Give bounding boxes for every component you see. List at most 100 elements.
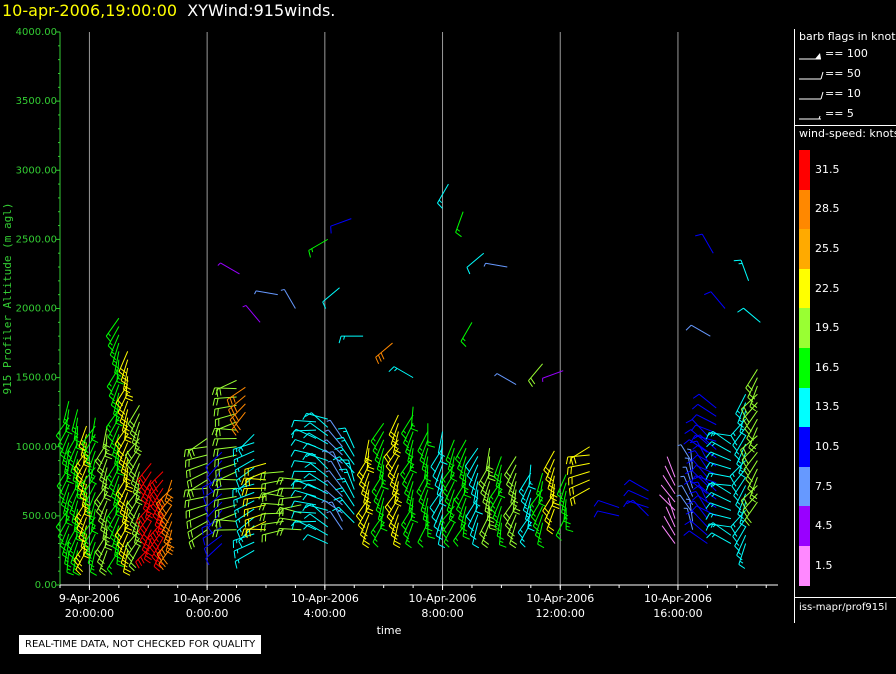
barb-p13-8-staff [215, 462, 237, 471]
barb-p47-2 [734, 526, 747, 552]
barb-p24-5-half-flag [375, 497, 379, 501]
barb-p3-2-half-flag [87, 550, 91, 554]
x-tick-date-3: 10-Apr-2006 [409, 592, 477, 605]
barb-p29-6 [442, 472, 455, 498]
barb-p43-8 [677, 444, 694, 464]
barb-p45-5-flag-0 [691, 465, 697, 472]
barb-p48-13-flag-0 [740, 408, 746, 416]
barb-p30-8-flag-0 [459, 477, 467, 482]
barb-p44-6 [683, 479, 708, 495]
barb-p43-1-half-flag [685, 498, 690, 501]
barb-p44-2 [685, 510, 708, 528]
barb-p10-5 [159, 504, 173, 530]
barb-p24-12 [370, 422, 385, 448]
barb-p2-2-flag-0 [83, 555, 91, 560]
barb-p11-11-flag-0 [188, 450, 192, 459]
barb-p37-0-flag-1 [547, 525, 555, 532]
barb-p26-14 [410, 406, 419, 432]
barb-p29-2-flag-0 [439, 522, 445, 530]
barb-p25-12-flag-0 [390, 443, 398, 449]
barb-p1-17-half-flag [72, 426, 77, 430]
barb-p44-0-staff [689, 530, 708, 544]
barb-p39-0-staff [570, 487, 590, 500]
barb-p6-1-flag-1 [121, 559, 129, 565]
barb-p32-5-flag-0 [482, 501, 490, 507]
barb-p1-1-staff [70, 541, 79, 564]
barb-p0-15-flag-0 [57, 444, 64, 451]
barb-p48-10 [746, 418, 758, 444]
barb-p29-6-flag-0 [442, 491, 449, 498]
barb-p0-12-flag-0 [64, 472, 72, 477]
barb-p48-10-flag-1 [748, 434, 754, 441]
barb-p26-10-staff [407, 439, 414, 462]
barb-p6-18-flag-0 [119, 421, 127, 427]
barb-p22-8 [336, 436, 355, 457]
barb-p19-6 [292, 479, 317, 490]
barb-p5-6-half-flag [107, 515, 111, 519]
barb-p32-5 [482, 481, 491, 507]
chart-title: 10-apr-2006,19:00:00 XYWind:915winds. [2, 1, 335, 20]
colorbar-swatch-1 [799, 189, 810, 230]
barb-p31-4-staff [475, 489, 479, 512]
colorbar-label-3: 22.5 [815, 281, 840, 295]
barb-p6-2-staff [118, 533, 129, 555]
barb-p30-5 [453, 481, 467, 506]
barb-p21-9-half-flag [323, 439, 327, 443]
barb-p10-3 [163, 521, 173, 547]
barb-p8-3-flag-0 [139, 540, 146, 547]
barb-p42-8 [666, 456, 676, 478]
barb-p47-0-flag-0 [738, 564, 746, 569]
barb-p35-3-half-flag [526, 515, 530, 519]
barb-p19-6-flag-0 [292, 481, 295, 490]
barb-p4-12-flag-0 [97, 470, 104, 476]
barb-p48-9-flag-0 [748, 447, 755, 453]
colorbar-swatch-5 [799, 348, 810, 389]
barb-p26-2 [401, 505, 414, 531]
barb-p2-0 [75, 550, 87, 576]
barb-p34-5-staff [510, 481, 517, 503]
barb-p14-1-staff [229, 403, 246, 421]
barb-p33-2 [494, 506, 502, 532]
barb-p24-0-flag-0 [372, 541, 379, 548]
barb-p24-9 [376, 447, 385, 474]
barb-p13-17-staff [214, 387, 237, 390]
barb-p45-1 [691, 495, 717, 508]
barb-p13-11 [212, 437, 237, 447]
barb-p6-13-flag-1 [120, 459, 127, 465]
barb-p19-2 [291, 511, 317, 519]
barb-p13-8 [215, 462, 237, 478]
barb-p12-2-flag-0 [202, 538, 206, 546]
barb-p19-1-staff [294, 520, 317, 523]
barb-p23-8-flag-1 [358, 471, 365, 478]
barb-p26-0-flag-0 [405, 543, 412, 549]
barb-p21-8 [321, 449, 343, 464]
barb-p34-1-flag-1 [508, 531, 515, 537]
barb-p35-1-flag-0 [517, 532, 524, 539]
barb-p25-1-staff [390, 514, 399, 536]
barb-p45-12-flag-0 [691, 403, 699, 410]
barb-p6-20-staff [115, 384, 129, 404]
barb-p44-8-flag-0 [686, 459, 694, 464]
barb-p29-3-flag-0 [449, 518, 456, 524]
barb-p7-0-staff [128, 546, 140, 566]
barb-upper-10-staff [455, 211, 464, 233]
barb-p35-1-half-flag [519, 529, 523, 533]
barb-p15-2 [232, 533, 255, 548]
barb-p5-25-flag-0 [112, 363, 119, 369]
barb-p23-8-flag-0 [356, 474, 363, 481]
barb-p4-10-flag-0 [101, 488, 109, 493]
barb-p4-4-staff [102, 517, 108, 539]
barb-p3-8-staff [84, 483, 96, 504]
barb-p30-0-half-flag [455, 537, 459, 542]
barb-p0-11 [66, 459, 74, 485]
barb-p0-8 [60, 483, 70, 510]
barb-p45-9 [690, 435, 717, 443]
y-tick-label-6: 3000.00 [16, 165, 57, 176]
barb-p8-4-flag-0 [137, 530, 144, 537]
barb-p18-0-flag-1 [279, 528, 284, 536]
barb-p47-15-half-flag [732, 432, 736, 437]
barb-p25-12-flag-1 [392, 440, 399, 446]
barb-p47-12-half-flag [737, 460, 742, 464]
barb-p5-26-half-flag [111, 351, 115, 355]
barb-p2-4-flag-0 [78, 537, 86, 543]
